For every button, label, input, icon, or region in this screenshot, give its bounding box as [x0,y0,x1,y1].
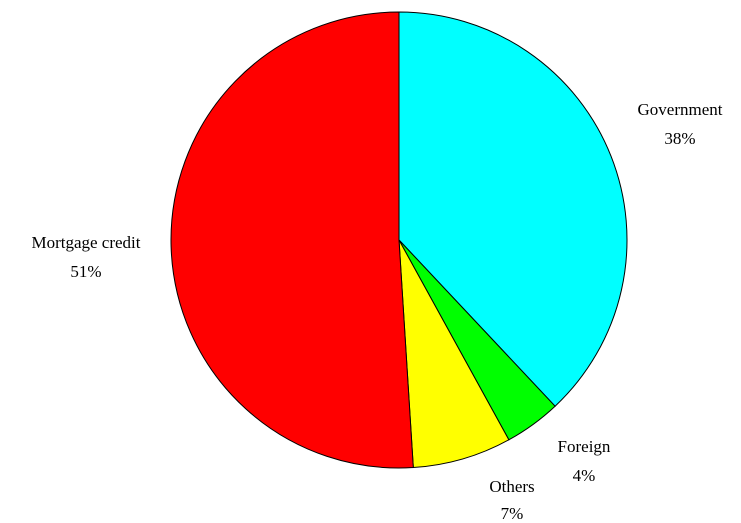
slice-label-mortgage-credit: Mortgage credit [31,233,140,252]
pie-slice-government [398,11,628,407]
slice-label-foreign: Foreign [558,437,611,456]
slice-value-mortgage-credit: 51% [70,262,101,281]
slice-value-foreign: 4% [573,466,596,485]
slice-label-others: Others [489,477,534,496]
pie-slices [170,11,628,469]
slice-value-government: 38% [664,129,695,148]
pie-slice-mortgage-credit [170,11,414,469]
slice-label-government: Government [638,100,723,119]
slice-value-others: 7% [501,504,524,523]
